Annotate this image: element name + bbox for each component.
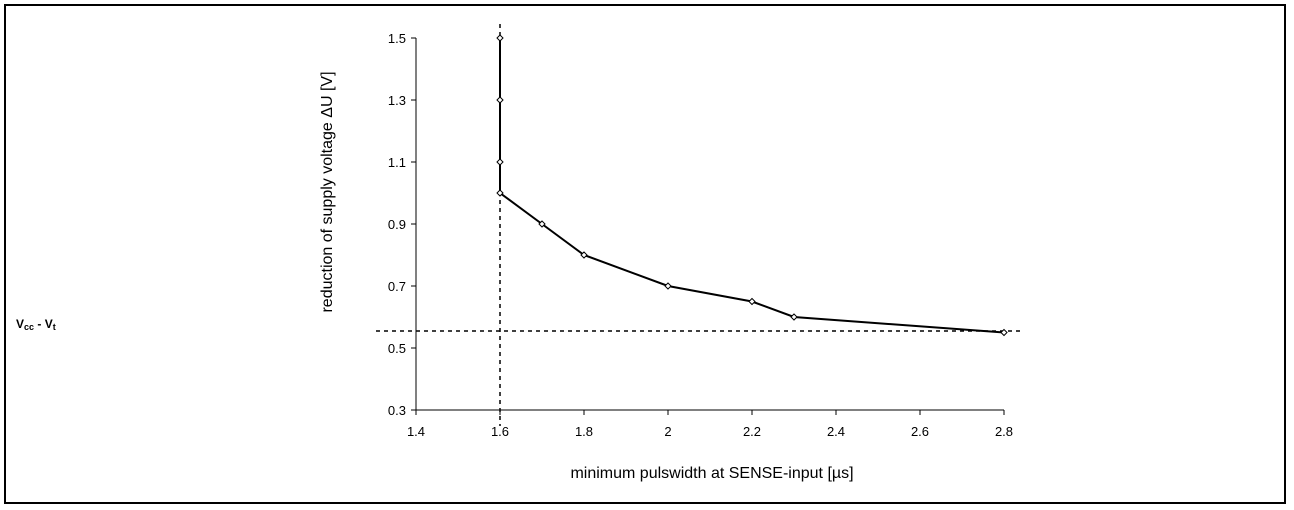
y-tick-label: 0.5 [388, 341, 406, 356]
ref-label-subscript: t [53, 322, 56, 332]
data-series [496, 34, 1008, 337]
x-tick-label: 1.8 [575, 424, 593, 439]
ref-line-label: Vcc - Vt [16, 317, 56, 332]
series-line [499, 38, 1005, 334]
chart: Vcc - Vt 1.4 1.6 1.8 2 2.2 2.4 2.6 2.8 0.3 0.5 0.7… [16, 24, 1022, 482]
data-point [1000, 328, 1008, 337]
x-tick-label: 1.6 [491, 424, 509, 439]
y-tick-label: 1.3 [388, 93, 406, 108]
data-point [538, 220, 546, 228]
x-tick-label: 2.4 [827, 424, 845, 439]
data-point [664, 282, 672, 290]
data-point [748, 297, 756, 306]
x-tick-label: 2.8 [995, 424, 1013, 439]
data-point [580, 251, 588, 259]
ref-label-subscript: cc [24, 322, 34, 332]
data-point [496, 158, 504, 166]
x-axis-title: minimum pulswidth at SENSE-input [µs] [570, 465, 853, 482]
x-tick-label: 1.4 [407, 424, 425, 439]
y-tick-label: 0.3 [388, 403, 406, 418]
axes [411, 37, 1005, 415]
x-tick-label: 2.6 [911, 424, 929, 439]
data-point [790, 313, 798, 321]
x-tick-label: 2 [664, 424, 671, 439]
y-tick-label: 0.7 [388, 279, 406, 294]
ref-label-text: V [16, 317, 24, 331]
y-tick-label: 1.1 [388, 155, 406, 170]
chart-frame: Vcc - Vt 1.4 1.6 1.8 2 2.2 2.4 2.6 2.8 0.3 0.5 0.7… [4, 4, 1286, 504]
y-tick-label: 1.5 [388, 31, 406, 46]
reference-lines: Vcc - Vt [16, 24, 1022, 426]
data-point [496, 96, 504, 104]
data-point [496, 189, 504, 197]
tick-labels: 1.4 1.6 1.8 2 2.2 2.4 2.6 2.8 0.3 0.5 0.7 0.9 1.1 1.3… [388, 31, 1013, 439]
data-point [496, 34, 504, 42]
x-tick-label: 2.2 [743, 424, 761, 439]
y-tick-label: 0.9 [388, 217, 406, 232]
ref-label-text: - V [34, 317, 53, 331]
y-axis-title: reduction of supply voltage ΔU [V] [319, 71, 336, 312]
